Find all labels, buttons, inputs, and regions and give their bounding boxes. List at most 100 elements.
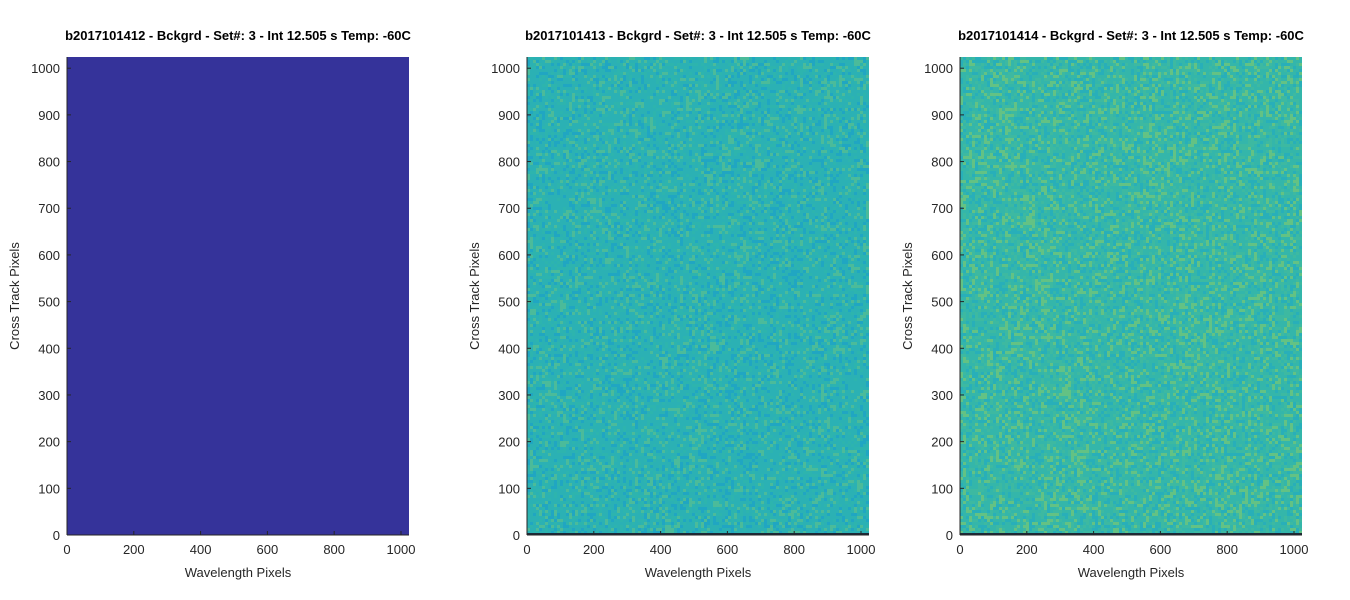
heatmap-cell — [773, 165, 776, 168]
heatmap-cell — [800, 222, 803, 225]
heatmap-cell — [776, 60, 779, 63]
heatmap-cell — [656, 75, 659, 78]
heatmap-cell — [581, 96, 584, 99]
heatmap-cell — [560, 243, 563, 246]
heatmap-cell — [761, 150, 764, 153]
heatmap-cell — [767, 156, 770, 159]
heatmap-cell — [860, 144, 863, 147]
heatmap-cell — [716, 279, 719, 282]
heatmap-cell — [542, 204, 545, 207]
heatmap-cell — [611, 144, 614, 147]
heatmap-cell — [641, 306, 644, 309]
heatmap-cell — [599, 84, 602, 87]
heatmap-cell — [602, 171, 605, 174]
heatmap-cell — [755, 63, 758, 66]
heatmap-cell — [548, 222, 551, 225]
heatmap-cell — [587, 249, 590, 252]
heatmap-cell — [770, 213, 773, 216]
heatmap-cell — [653, 123, 656, 126]
heatmap-cell — [785, 114, 788, 117]
heatmap-cell — [569, 249, 572, 252]
heatmap-cell — [605, 171, 608, 174]
heatmap-cell — [854, 228, 857, 231]
heatmap-cell — [731, 303, 734, 306]
heatmap-cell — [779, 195, 782, 198]
heatmap-cell — [758, 120, 761, 123]
heatmap-cell — [848, 168, 851, 171]
heatmap-cell — [857, 66, 860, 69]
heatmap-cell — [659, 183, 662, 186]
heatmap-cell — [545, 168, 548, 171]
heatmap-cell — [752, 111, 755, 114]
heatmap-cell — [707, 69, 710, 72]
heatmap-cell — [680, 264, 683, 267]
heatmap-cell — [590, 303, 593, 306]
heatmap-cell — [776, 93, 779, 96]
heatmap-cell — [755, 213, 758, 216]
heatmap-cell — [656, 195, 659, 198]
heatmap-cell — [530, 267, 533, 270]
heatmap-cell — [866, 279, 869, 282]
heatmap-cell — [704, 69, 707, 72]
heatmap-cell — [638, 138, 641, 141]
heatmap-cell — [554, 57, 557, 60]
heatmap-cell — [563, 75, 566, 78]
heatmap-cell — [794, 144, 797, 147]
heatmap-cell — [764, 81, 767, 84]
heatmap-cell — [827, 129, 830, 132]
heatmap-cell — [833, 63, 836, 66]
heatmap-cell — [746, 180, 749, 183]
heatmap-cell — [530, 198, 533, 201]
heatmap-cell — [854, 177, 857, 180]
heatmap-cell — [821, 219, 824, 222]
heatmap-cell — [809, 258, 812, 261]
heatmap-cell — [719, 138, 722, 141]
heatmap-cell — [791, 162, 794, 165]
heatmap-cell — [716, 195, 719, 198]
heatmap-cell — [605, 216, 608, 219]
heatmap-cell — [575, 243, 578, 246]
heatmap-cell — [563, 84, 566, 87]
heatmap-cell — [557, 198, 560, 201]
heatmap-cell — [740, 225, 743, 228]
heatmap-cell — [647, 273, 650, 276]
heatmap-cell — [659, 228, 662, 231]
heatmap-cell — [695, 270, 698, 273]
heatmap-cell — [692, 132, 695, 135]
heatmap-cell — [668, 117, 671, 120]
heatmap-cell — [635, 210, 638, 213]
heatmap-cell — [542, 201, 545, 204]
heatmap-cell — [545, 216, 548, 219]
heatmap-cell — [692, 159, 695, 162]
heatmap-cell — [851, 87, 854, 90]
heatmap-cell — [629, 87, 632, 90]
heatmap-cell — [785, 60, 788, 63]
heatmap-cell — [716, 213, 719, 216]
heatmap-cell — [704, 105, 707, 108]
heatmap-cell — [716, 201, 719, 204]
heatmap-cell — [659, 288, 662, 291]
heatmap-cell — [686, 219, 689, 222]
heatmap-cell — [599, 138, 602, 141]
heatmap-cell — [770, 180, 773, 183]
heatmap-cell — [797, 243, 800, 246]
heatmap-cell — [719, 135, 722, 138]
heatmap-cell — [530, 309, 533, 312]
heatmap-cell — [530, 132, 533, 135]
heatmap-cell — [536, 306, 539, 309]
heatmap-cell — [542, 84, 545, 87]
heatmap-cell — [587, 252, 590, 255]
heatmap-cell — [581, 111, 584, 114]
heatmap-cell — [602, 261, 605, 264]
heatmap-cell — [776, 171, 779, 174]
heatmap-cell — [557, 57, 560, 60]
heatmap-cell — [758, 195, 761, 198]
heatmap-cell — [656, 186, 659, 189]
heatmap-cell — [731, 312, 734, 315]
heatmap-cell — [674, 78, 677, 81]
heatmap-cell — [533, 201, 536, 204]
heatmap-cell — [836, 147, 839, 150]
heatmap-cell — [746, 135, 749, 138]
heatmap-cell — [530, 219, 533, 222]
heatmap-cell — [791, 165, 794, 168]
